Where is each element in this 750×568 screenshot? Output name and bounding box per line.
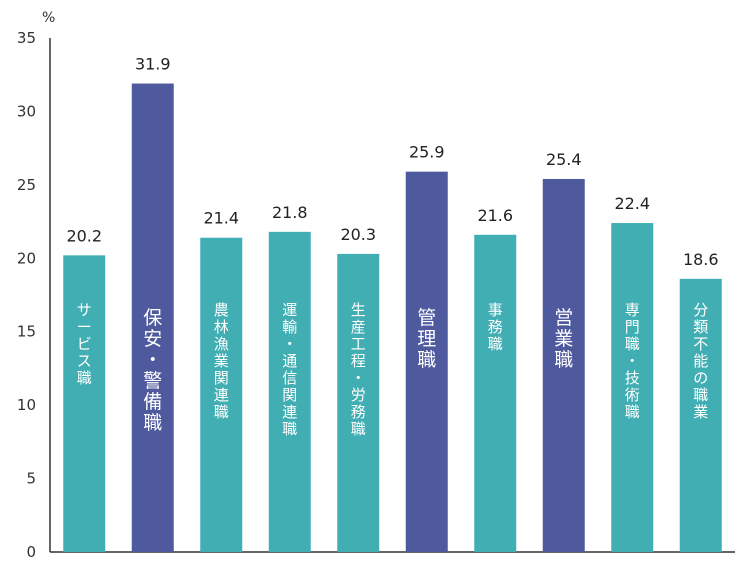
- category-label: 営業職: [554, 307, 573, 371]
- value-label: 21.8: [272, 203, 308, 222]
- value-label: 25.9: [409, 143, 445, 162]
- category-label: 事務職: [488, 301, 503, 353]
- y-tick-label: 25: [17, 176, 36, 194]
- bar: [679, 278, 722, 552]
- bar: [200, 237, 243, 552]
- category-label: 管理職: [417, 307, 436, 371]
- bar: [131, 83, 174, 553]
- value-label: 21.6: [477, 206, 513, 225]
- value-labels: 20.2 31.9 21.4 21.8 20.3 25.9 21.6 25.4 22.4 18.6: [66, 55, 718, 269]
- y-tick-label: 10: [17, 396, 36, 414]
- bar: [542, 178, 585, 553]
- category-label: 運輸・通信関連職: [282, 301, 297, 438]
- bars-group: [63, 83, 722, 553]
- y-unit-label: %: [42, 10, 55, 26]
- y-tick-label: 5: [26, 470, 36, 488]
- category-label: 専門職・技術職: [625, 301, 640, 421]
- bar: [474, 234, 517, 552]
- y-tick-label: 20: [17, 249, 36, 267]
- y-tick-label: 0: [26, 543, 36, 561]
- category-label: 分類不能の職業: [693, 301, 708, 421]
- value-label: 31.9: [135, 55, 171, 74]
- value-label: 21.4: [203, 209, 239, 228]
- category-label: 生産工程・労務職: [351, 301, 366, 438]
- bar: [268, 231, 311, 552]
- value-label: 25.4: [546, 150, 582, 169]
- bar: [337, 253, 380, 552]
- value-label: 22.4: [614, 194, 650, 213]
- y-tick-label: 15: [17, 323, 36, 341]
- bar: [405, 171, 448, 552]
- category-label: 保安・警備職: [143, 307, 162, 434]
- value-label: 18.6: [683, 250, 719, 269]
- value-label: 20.3: [340, 225, 376, 244]
- category-label: 農林漁業関連職: [214, 301, 229, 421]
- y-tick-label: 35: [17, 29, 36, 47]
- value-label: 20.2: [66, 226, 102, 245]
- bar: [611, 223, 654, 553]
- category-labels: サービス職 保安・警備職 農林漁業関連職 運輸・通信関連職 生産工程・労務職 管理職 事務職…: [77, 301, 709, 438]
- y-tick-label: 30: [17, 102, 36, 120]
- category-label: サービス職: [77, 301, 92, 387]
- bar: [63, 255, 106, 552]
